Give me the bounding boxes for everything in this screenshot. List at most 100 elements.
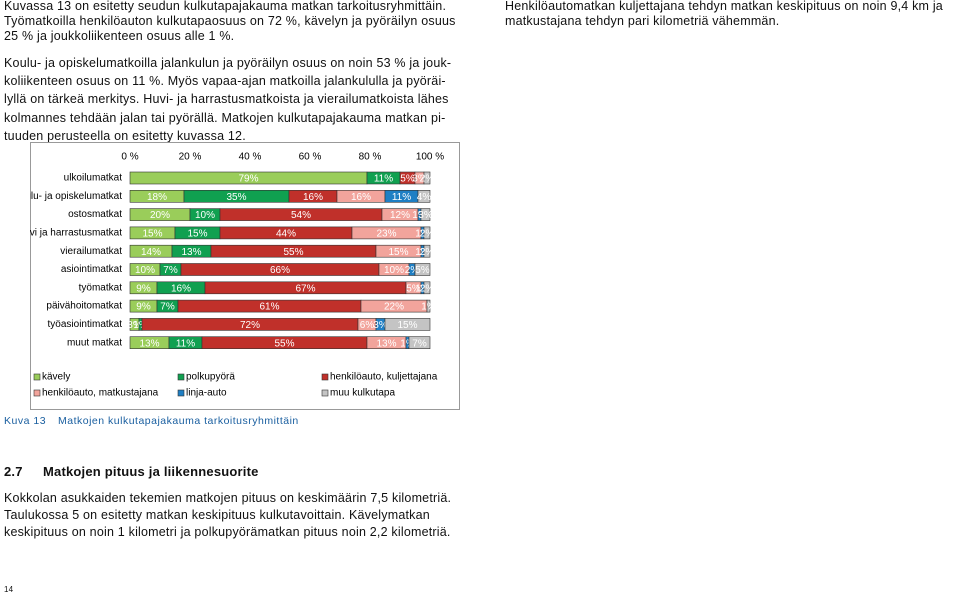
value-label: 12% [390,210,410,221]
caption-number: Kuva 13 [4,415,47,427]
value-label: 61% [259,302,279,313]
caption-text: Matkojen kulkutapajakauma tarkoitusryhmi… [58,415,299,427]
value-label: 3% [127,320,142,331]
value-label: 35% [226,192,246,203]
value-label: 1% [400,338,415,349]
legend-swatch [177,389,185,397]
bar-segment [423,171,431,185]
value-label: 54% [291,210,311,221]
heading-number: 2.7 [4,464,23,479]
paragraph-line: Kokkolan asukkaiden tekemien matkojen pi… [4,491,452,505]
value-label: 10% [195,210,215,221]
page-number: 14 [4,585,14,594]
value-label: 13% [376,338,396,349]
value-label: 6% [360,320,375,331]
intro-line: Kuvassa 13 on esitetty seudun kulkutapaj… [4,0,447,13]
value-label: 15% [142,229,162,240]
paragraph-line: Koulu- ja opiskelumatkoilla jalankulun j… [4,56,452,70]
value-label: 55% [283,247,303,258]
category-label: ostosmatkat [68,209,122,220]
legend-swatch [33,373,41,381]
value-label: 5% [415,265,430,276]
legend-label: muu kulkutapa [330,388,395,399]
value-label: 2% [420,229,435,240]
value-label: 9% [136,302,151,313]
value-label: 16% [351,192,371,203]
legend-label: linja-auto [186,388,227,399]
value-label: 11% [176,338,195,349]
value-label: 18% [147,192,167,203]
x-tick-label: 60 % [299,152,322,163]
legend-label: polkupyörä [186,372,235,383]
legend-label: kävely [42,372,70,383]
legend-label: henkilöauto, matkustajana [42,388,159,399]
value-label: 15% [388,247,408,258]
bar-segment [420,208,431,221]
bar-segment [417,189,431,203]
value-label: 67% [295,283,315,294]
value-label: 3% [418,210,433,221]
value-label: 20% [150,210,170,221]
intro-line: Henkilöautomatkan kuljettajana tehdyn ma… [505,0,943,13]
x-tick-label: 80 % [359,152,382,163]
category-label: työasiointimatkat [48,319,123,330]
paragraph-line: lyllä on tärkeä merkitys. Huvi- ja harra… [4,92,449,107]
value-label: 7% [160,302,175,313]
value-label: 2% [420,283,435,294]
value-label: 9% [136,283,151,294]
value-label: 3% [373,320,388,331]
value-label: 15% [187,229,207,240]
legend-swatch [33,389,41,397]
bar-segment [384,318,431,331]
paragraph-line: kolmannes tehdään jalan tai pyörällä. Ma… [4,110,446,125]
value-label: 1% [421,302,436,313]
category-label: muut matkat [67,337,122,348]
value-label: 1% [415,229,430,240]
legend-swatch [321,373,329,381]
intro-line: matkustajana tehdyn pari kilometriä vähe… [505,14,780,28]
value-label: 2% [420,247,435,258]
chart: 0 % 20 % 40 % 60 % 80 % 100 % ulkoilumatkat 79%… [30,142,460,410]
value-label: 4% [417,192,432,203]
value-label: 7% [412,338,427,349]
category-label: työmatkat [79,282,123,293]
value-label: 3% [412,174,427,185]
bar-segment [423,244,431,258]
paragraph-line: keskipituus on noin 1 kilometri ja polku… [4,525,451,539]
value-label: 55% [274,338,294,349]
category-label: päivähoitomatkat [46,301,122,312]
value-label: 1% [412,210,427,221]
legend-swatch [321,389,329,397]
paragraph-line: koliikenteen osuus on 11 %. Myös vapaa-a… [4,74,446,89]
value-label: 5% [406,283,421,294]
value-label: 13% [181,247,201,258]
value-label: 14% [141,247,161,258]
x-tick-label: 20 % [179,152,202,163]
value-label: 1% [415,247,430,258]
value-label: 10% [135,265,155,276]
value-label: 1% [133,320,148,331]
bar-segment [426,299,431,313]
value-label: 72% [240,320,260,331]
bar-segment [423,226,431,240]
value-label: 11% [392,192,411,203]
value-label: 2% [420,174,435,185]
legend-swatch [177,373,185,381]
value-label: 7% [163,265,178,276]
paragraph-line: tuuden perusteella on esitetty kuvassa 1… [4,128,246,143]
value-label: 15% [397,320,417,331]
category-label: koulu- ja opiskelumatkat [30,191,122,202]
value-label: 16% [303,192,323,203]
value-label: 13% [139,338,159,349]
x-tick-label: 0 % [121,152,138,163]
value-label: 16% [171,283,191,294]
bar-segment [414,263,431,276]
value-label: 23% [376,229,396,240]
category-label: vierailumatkat [60,246,122,257]
x-tick-label: 100 % [416,152,444,163]
category-label: huvi ja harrastusmatkat [30,228,122,239]
value-label: 1% [415,283,430,294]
intro-line: 25 % ja joukkoliikenteen osuus alle 1 %. [4,29,235,43]
legend-label: henkilöauto, kuljettajana [330,372,438,383]
